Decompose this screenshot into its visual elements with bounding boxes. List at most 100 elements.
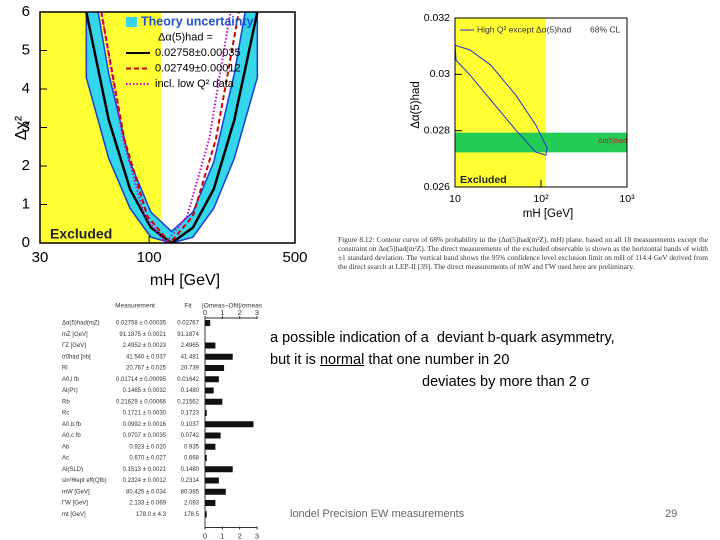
fit-value: 0.02767 — [177, 321, 199, 327]
fit-value: 0.1723 — [181, 411, 200, 417]
measurement: 0.0707 ± 0.0035 — [123, 433, 167, 439]
fit-value: 0.668 — [184, 456, 200, 462]
pull-bar — [205, 387, 214, 394]
legend-label: Theory uncertainty — [141, 14, 254, 28]
fit-value: 80.385 — [181, 489, 200, 495]
y-tick-label: 4 — [22, 80, 30, 97]
x-axis-title: mH [GeV] — [523, 208, 573, 220]
text-line: deviates by more than 2 σ — [422, 374, 590, 390]
x-tick-label: 0 — [203, 308, 207, 317]
row-label: Ac — [62, 456, 69, 462]
y-axis-title: Δχ² — [13, 115, 30, 140]
row-label: A0,b fb — [62, 422, 82, 428]
x-tick-label: 1 — [220, 308, 224, 317]
fit-value: 0.01642 — [177, 377, 199, 383]
text-part: normal — [319, 352, 365, 368]
pull-bar — [205, 488, 226, 495]
series-line — [85, 12, 259, 243]
row-label: σ0had [nb] — [62, 354, 91, 360]
y-tick-label: 0.03 — [430, 68, 451, 80]
table-header: Measurement — [115, 303, 155, 310]
y-tick-label: 2 — [22, 157, 30, 174]
measurement: 0.21629 ± 0.00066 — [116, 399, 167, 405]
row-label: Al(SLD) — [62, 467, 83, 473]
frame — [39, 11, 296, 244]
row-label: A0,l fb — [62, 377, 80, 383]
measurement: 0.2324 ± 0.0012 — [123, 478, 167, 484]
measurement: 2.133 ± 0.069 — [129, 501, 166, 507]
y-tick-label: 3 — [22, 118, 30, 135]
row-label: Rl — [62, 366, 68, 372]
pull-bar — [205, 421, 254, 428]
fit-value: 0.21562 — [177, 399, 199, 405]
fit-value: 2.093 — [184, 501, 200, 507]
text-line: a possible indication of a deviant b-qua… — [270, 330, 615, 346]
figure-caption: Figure 8.12: Contour curve of 68% probab… — [338, 235, 708, 271]
row-label: A0,c fb — [62, 433, 81, 439]
measurement: 0.02758 ± 0.00035 — [116, 321, 167, 327]
y-axis-title: Δα(5)had — [410, 81, 422, 129]
row-label: mt [GeV] — [62, 512, 86, 518]
y-tick-label: 0.032 — [424, 12, 450, 24]
text-part: that one number in 20 — [364, 352, 510, 368]
page-number: 29 — [665, 508, 678, 520]
measurement: 0.670 ± 0.027 — [129, 456, 166, 462]
x-tick-label: 2 — [238, 308, 242, 317]
row-label: mZ [GeV] — [62, 332, 88, 338]
fit-value: 91.1874 — [177, 332, 199, 338]
legend-label: 0.02749±0.00012 — [155, 62, 241, 74]
plot-area — [455, 18, 627, 187]
y-tick-label: 0 — [22, 234, 30, 251]
x-axis-title: mH [GeV] — [150, 272, 220, 289]
series-line — [100, 12, 240, 243]
legend-label: High Q² except Δα(5)had — [477, 24, 571, 34]
x-tick-label: 3 — [255, 531, 259, 540]
y-tick-label: 1 — [22, 195, 30, 212]
y-tick-label: 5 — [22, 41, 30, 58]
fit-value: 178.5 — [184, 512, 200, 518]
pull-bar — [205, 455, 207, 461]
text-part: but it is — [270, 352, 320, 368]
x-tick-label: 10² — [533, 193, 549, 205]
measurement: 0.01714 ± 0.00095 — [116, 377, 167, 383]
fit-value: 20.739 — [181, 366, 200, 372]
measurement: 0.1465 ± 0.0032 — [123, 388, 167, 394]
fit-value: 0.1480 — [181, 388, 200, 394]
row-label: Ab — [62, 444, 70, 450]
x-tick-label: 0 — [203, 531, 207, 540]
row-label: ΓW [GeV] — [62, 501, 88, 507]
measurement: 41.540 ± 0.037 — [126, 354, 167, 360]
measurement: 80.425 ± 0.034 — [126, 489, 167, 495]
y-tick-label: 6 — [22, 3, 30, 20]
pull-bar — [205, 353, 233, 360]
pull-bar — [205, 398, 223, 405]
measurement: 0.1513 ± 0.0021 — [123, 467, 167, 473]
plot-area — [40, 12, 259, 243]
legend-label: 0.02758±0.00035 — [155, 47, 241, 59]
pull-bar — [205, 500, 216, 506]
legend-swatch — [126, 17, 137, 27]
pull-bar — [205, 443, 216, 450]
measurement: 2.4952 ± 0.0023 — [123, 343, 167, 349]
x-tick-label: 30 — [32, 249, 49, 266]
excluded-label: Excluded — [460, 174, 507, 186]
pull-bar — [205, 365, 225, 371]
excluded-label: Excluded — [50, 226, 112, 242]
band-label: Δα(5)had — [598, 138, 627, 145]
annotation: 68% CL — [590, 24, 621, 34]
y-tick-label: 0.026 — [424, 181, 450, 193]
footer: londel Precision EW measurements — [290, 508, 465, 520]
x-tick-label: 10³ — [619, 193, 635, 205]
series-line — [100, 12, 232, 243]
fit-value: 0.0742 — [181, 433, 200, 439]
x-tick-label: 100 — [137, 249, 162, 266]
measurement: 0.0992 ± 0.0016 — [123, 422, 167, 428]
pull-bar — [205, 477, 219, 484]
pull-bar — [205, 511, 207, 518]
excluded-region — [455, 18, 546, 187]
pull-bar — [205, 410, 207, 416]
table-header: Fit — [184, 303, 191, 310]
measurement: 178.0 ± 4.3 — [136, 512, 167, 518]
